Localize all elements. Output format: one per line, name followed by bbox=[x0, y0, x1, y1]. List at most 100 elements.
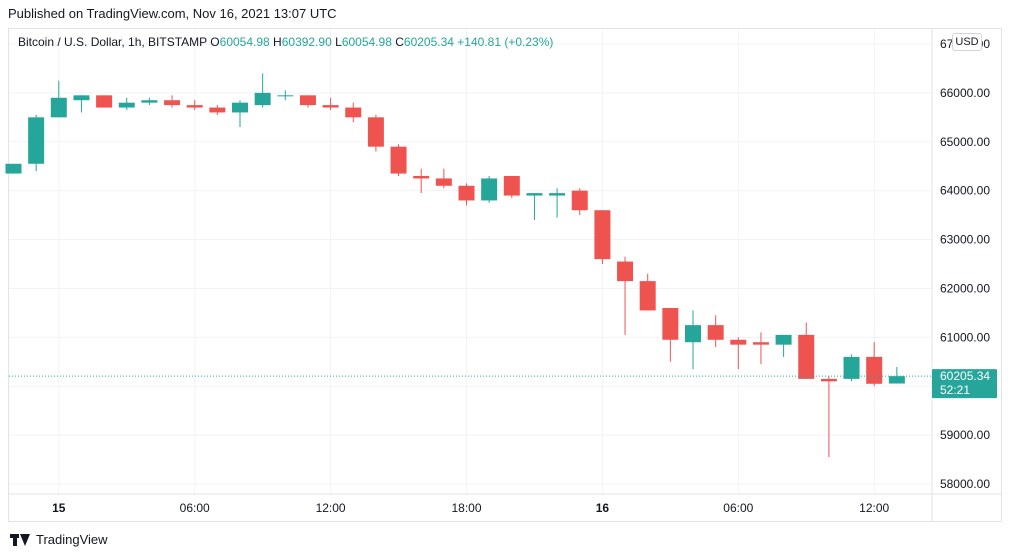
candle-body bbox=[481, 178, 498, 201]
footer-brand[interactable]: TradingView bbox=[10, 532, 108, 547]
chart-frame[interactable] bbox=[8, 28, 1002, 522]
x-tick-label: 06:00 bbox=[180, 501, 210, 515]
y-tick-label: 61000.00 bbox=[940, 330, 990, 344]
candle-body bbox=[299, 95, 316, 106]
candle[interactable] bbox=[186, 100, 203, 110]
candle[interactable] bbox=[730, 337, 747, 370]
candle[interactable] bbox=[639, 273, 656, 311]
candle[interactable] bbox=[820, 376, 837, 458]
candle-body bbox=[141, 100, 158, 103]
candle[interactable] bbox=[232, 100, 248, 128]
candle[interactable] bbox=[526, 193, 543, 220]
candle[interactable] bbox=[254, 73, 271, 108]
candle[interactable] bbox=[5, 163, 22, 174]
candle-body bbox=[232, 102, 248, 113]
candle-body bbox=[413, 176, 430, 179]
candle[interactable] bbox=[571, 188, 588, 216]
close-label: C bbox=[395, 35, 404, 49]
candle[interactable] bbox=[73, 95, 90, 113]
brand-label: TradingView bbox=[36, 532, 108, 547]
candle[interactable] bbox=[888, 367, 905, 384]
candle-body bbox=[662, 308, 679, 340]
open-label: O bbox=[210, 35, 220, 49]
candle-body bbox=[5, 163, 22, 174]
bar-countdown-label: 52:21 bbox=[940, 383, 970, 397]
candle[interactable] bbox=[662, 308, 679, 362]
candle[interactable] bbox=[141, 97, 158, 106]
candle[interactable] bbox=[367, 114, 384, 152]
high-value: 60392.90 bbox=[281, 35, 332, 49]
open-value: 60054.98 bbox=[219, 35, 270, 49]
candle[interactable] bbox=[209, 105, 226, 115]
candle[interactable] bbox=[617, 256, 634, 335]
candle[interactable] bbox=[843, 354, 860, 382]
candle[interactable] bbox=[866, 342, 883, 387]
candle[interactable] bbox=[345, 102, 362, 123]
candle[interactable] bbox=[413, 168, 430, 194]
y-tick-label: 59000.00 bbox=[940, 428, 990, 442]
candle[interactable] bbox=[118, 97, 135, 110]
currency-button[interactable]: USD bbox=[952, 33, 982, 51]
symbol-label: Bitcoin / U.S. Dollar, 1h, BITSTAMP bbox=[18, 35, 207, 49]
candle[interactable] bbox=[594, 210, 611, 264]
candle-body bbox=[526, 193, 543, 196]
candle[interactable] bbox=[28, 114, 45, 172]
candle[interactable] bbox=[277, 90, 294, 101]
candle[interactable] bbox=[299, 95, 316, 108]
tradingview-logo-icon bbox=[10, 533, 30, 547]
candle[interactable] bbox=[322, 97, 339, 110]
candle-body bbox=[209, 107, 226, 113]
candle-body bbox=[50, 97, 67, 118]
candle-body bbox=[277, 95, 294, 97]
y-tick-label: 62000.00 bbox=[940, 281, 990, 295]
candle-body bbox=[322, 105, 339, 108]
candle[interactable] bbox=[752, 332, 769, 365]
candle[interactable] bbox=[481, 176, 498, 203]
y-tick-label: 64000.00 bbox=[940, 184, 990, 198]
candle-body bbox=[435, 178, 452, 186]
candle-body bbox=[752, 342, 769, 345]
candle-body bbox=[549, 193, 566, 196]
candle-body bbox=[367, 117, 384, 147]
candle-body bbox=[820, 378, 837, 382]
candle-body bbox=[775, 334, 792, 345]
candle[interactable] bbox=[798, 322, 815, 379]
candle[interactable] bbox=[96, 95, 113, 108]
x-tick-label: 12:00 bbox=[316, 501, 346, 515]
candle-body bbox=[96, 95, 113, 108]
candle-body bbox=[458, 185, 475, 201]
candle[interactable] bbox=[549, 188, 566, 218]
candle[interactable] bbox=[458, 183, 475, 206]
candle[interactable] bbox=[685, 310, 701, 370]
candle-body bbox=[888, 376, 905, 384]
candle-body bbox=[707, 325, 724, 340]
candle-body bbox=[345, 107, 362, 118]
low-label: L bbox=[335, 35, 342, 49]
candle-body bbox=[503, 176, 520, 196]
candle-body bbox=[254, 92, 271, 106]
candle[interactable] bbox=[775, 334, 792, 357]
candle[interactable] bbox=[503, 176, 520, 198]
candle-body bbox=[73, 95, 90, 101]
candle-body bbox=[186, 105, 203, 108]
x-tick-label: 12:00 bbox=[859, 501, 889, 515]
y-tick-label: 65000.00 bbox=[940, 135, 990, 149]
candle-body bbox=[730, 339, 747, 345]
candle-body bbox=[639, 281, 656, 311]
candle-body bbox=[571, 190, 588, 211]
candle[interactable] bbox=[707, 315, 724, 348]
candle[interactable] bbox=[390, 144, 407, 176]
x-tick-label: 16 bbox=[596, 501, 610, 515]
y-tick-label: 66000.00 bbox=[940, 86, 990, 100]
candle[interactable] bbox=[50, 80, 67, 118]
low-value: 60054.98 bbox=[341, 35, 392, 49]
candle[interactable] bbox=[164, 95, 181, 108]
y-tick-label: 58000.00 bbox=[940, 477, 990, 491]
high-label: H bbox=[273, 35, 282, 49]
last-price-tag bbox=[932, 369, 997, 399]
candle-body bbox=[617, 261, 634, 282]
x-tick-label: 18:00 bbox=[451, 501, 481, 515]
candle[interactable] bbox=[435, 168, 452, 189]
close-value: 60205.34 bbox=[403, 35, 454, 49]
